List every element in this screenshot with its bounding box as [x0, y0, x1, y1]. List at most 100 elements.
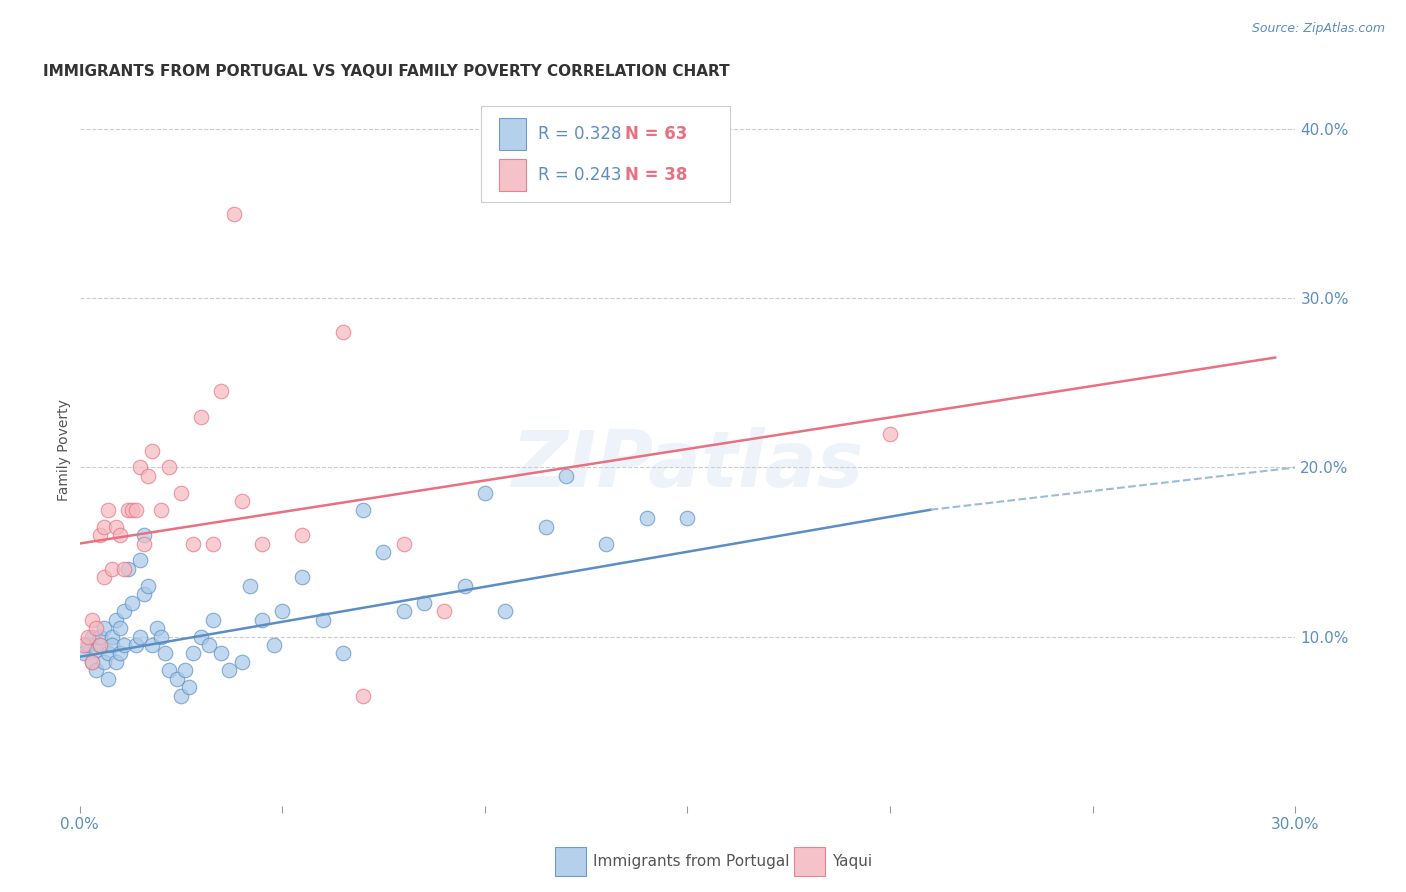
Point	[134, 587, 156, 601]
Point	[239, 579, 262, 593]
Point	[198, 638, 221, 652]
Point	[149, 502, 172, 516]
Point	[145, 621, 167, 635]
Text: N = 38: N = 38	[626, 167, 688, 185]
Point	[97, 672, 120, 686]
Point	[141, 443, 163, 458]
Point	[84, 643, 107, 657]
Point	[332, 647, 354, 661]
Point	[89, 638, 111, 652]
Point	[209, 647, 232, 661]
Point	[80, 630, 103, 644]
Point	[72, 647, 94, 661]
Point	[494, 604, 516, 618]
Point	[433, 604, 456, 618]
Point	[413, 596, 436, 610]
Text: R = 0.243: R = 0.243	[538, 167, 621, 185]
Point	[80, 655, 103, 669]
Point	[170, 485, 193, 500]
Point	[166, 672, 188, 686]
Point	[76, 630, 98, 644]
Point	[80, 655, 103, 669]
Point	[101, 638, 124, 652]
Point	[112, 638, 135, 652]
Point	[121, 596, 143, 610]
Point	[291, 570, 314, 584]
Point	[117, 562, 139, 576]
FancyBboxPatch shape	[499, 118, 526, 150]
Point	[134, 528, 156, 542]
Point	[93, 655, 115, 669]
FancyBboxPatch shape	[499, 160, 526, 192]
Point	[291, 528, 314, 542]
Point	[157, 664, 180, 678]
Point	[117, 502, 139, 516]
Text: Immigrants from Portugal: Immigrants from Portugal	[593, 855, 790, 869]
Point	[554, 469, 576, 483]
Point	[138, 579, 160, 593]
Point	[93, 570, 115, 584]
Point	[93, 621, 115, 635]
Point	[202, 613, 225, 627]
Point	[104, 613, 127, 627]
Point	[181, 647, 204, 661]
Point	[181, 536, 204, 550]
Point	[129, 553, 152, 567]
Point	[72, 638, 94, 652]
Point	[222, 207, 245, 221]
Point	[392, 536, 415, 550]
Point	[104, 655, 127, 669]
Point	[112, 604, 135, 618]
Point	[141, 638, 163, 652]
Point	[138, 469, 160, 483]
Point	[636, 511, 658, 525]
Point	[879, 426, 901, 441]
Point	[80, 613, 103, 627]
Point	[121, 502, 143, 516]
Point	[190, 630, 212, 644]
Point	[202, 536, 225, 550]
Point	[97, 502, 120, 516]
Point	[312, 613, 335, 627]
Point	[84, 621, 107, 635]
Y-axis label: Family Poverty: Family Poverty	[58, 400, 72, 501]
Point	[231, 494, 253, 508]
Point	[170, 689, 193, 703]
Point	[474, 485, 496, 500]
Point	[76, 638, 98, 652]
Point	[149, 630, 172, 644]
Text: Yaqui: Yaqui	[832, 855, 873, 869]
Point	[453, 579, 475, 593]
Point	[101, 630, 124, 644]
Point	[125, 502, 148, 516]
Point	[104, 519, 127, 533]
Point	[263, 638, 285, 652]
Text: N = 63: N = 63	[626, 125, 688, 143]
Point	[250, 613, 273, 627]
Point	[332, 325, 354, 339]
Point	[352, 502, 374, 516]
Point	[112, 562, 135, 576]
Point	[271, 604, 294, 618]
Point	[373, 545, 395, 559]
Point	[231, 655, 253, 669]
Point	[250, 536, 273, 550]
Point	[153, 647, 176, 661]
Point	[209, 384, 232, 399]
Point	[93, 519, 115, 533]
Point	[89, 638, 111, 652]
Text: Source: ZipAtlas.com: Source: ZipAtlas.com	[1251, 22, 1385, 36]
Point	[108, 647, 131, 661]
Point	[134, 536, 156, 550]
FancyBboxPatch shape	[481, 106, 730, 202]
Point	[89, 528, 111, 542]
Point	[676, 511, 699, 525]
Point	[108, 621, 131, 635]
Point	[534, 519, 557, 533]
Point	[174, 664, 197, 678]
Point	[218, 664, 240, 678]
Point	[129, 460, 152, 475]
Point	[84, 664, 107, 678]
Text: IMMIGRANTS FROM PORTUGAL VS YAQUI FAMILY POVERTY CORRELATION CHART: IMMIGRANTS FROM PORTUGAL VS YAQUI FAMILY…	[44, 64, 730, 79]
Point	[352, 689, 374, 703]
